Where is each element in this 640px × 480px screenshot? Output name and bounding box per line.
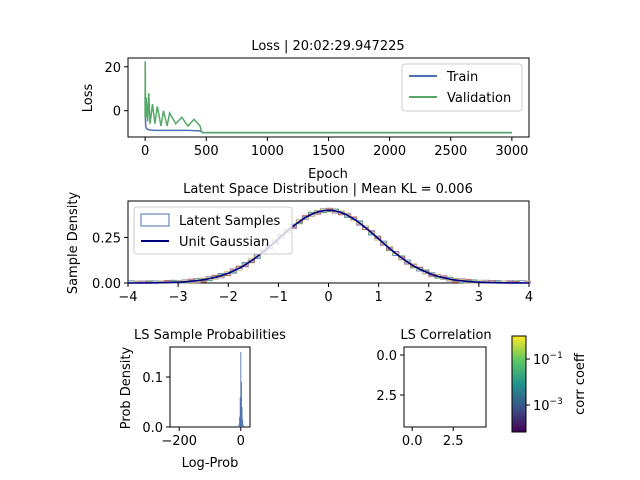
latent-legend-gauss-label: Unit Gaussian [179,235,269,250]
corr-colorbar-label: corr coeff [573,352,588,415]
loss-x-ticks: 0 500 1000 1500 2000 2500 3000 [141,137,528,159]
latent-y-tick-label-1: 0.25 [92,231,121,246]
corr-colorbar-tick-label-2: 10−3 [533,397,563,414]
lsprob-x-ticks: −200 0 [161,427,245,449]
lsprob-bar [242,425,244,427]
corr-x-tick-label-1: 2.5 [443,434,464,449]
latent-x-tick-label-3: −1 [269,290,288,305]
corr-colorbar: 10−1 10−3 corr coeff [511,335,588,433]
lsprob-bar [240,352,242,427]
loss-y-tick-label-0: 0 [113,105,121,120]
lsprob-x-tick-label-1: 0 [237,434,245,449]
loss-x-tick-label-0: 0 [141,144,149,159]
corr-x-tick-label-0: 0.0 [402,434,423,449]
corr-x-ticks: 0.0 2.5 [402,427,464,449]
loss-y-label: Loss [81,84,96,113]
latent-x-tick-label-6: 2 [425,290,433,305]
latent-legend-box [133,206,293,255]
latent-legend-samples-label: Latent Samples [179,214,281,229]
latent-y-ticks: 0.00 0.25 [92,231,128,292]
latent-gaussian-curve [128,209,529,284]
unit-gaussian-line [128,209,529,284]
lsprob-bar [239,417,241,427]
corr-colorbar-gradient [511,335,527,433]
lsprob-bar [239,397,241,427]
lsprob-y-label: Prob Density [119,346,134,429]
latent-x-ticks: −4 −3 −2 −1 0 1 2 3 4 [118,283,533,305]
loss-x-tick-label-2: 1000 [251,144,284,159]
lsprob-bar [241,407,243,427]
latent-x-tick-label-0: −4 [118,290,137,305]
loss-panel: Loss | 20:02:29.947225 0 500 1000 1500 2000 2… [81,39,530,182]
latent-x-tick-label-4: 0 [324,290,332,305]
latent-x-tick-label-8: 4 [525,290,533,305]
loss-legend-train-label: Train [446,70,478,85]
corr-panel: LS Correlation 0.0 2.5 0.0 2.5 10−1 10−3 c… [376,328,588,449]
latent-legend-samples-swatch [140,213,170,227]
latent-y-tick-label-0: 0.00 [92,277,121,292]
latent-x-tick-label-5: 1 [374,290,382,305]
corr-y-ticks: 0.0 2.5 [376,349,404,404]
loss-line-validation [144,61,512,134]
latent-panel: Latent Space Distribution | Mean KL = 0.… [66,182,533,305]
lsprob-x-tick-label-0: −200 [161,434,197,449]
loss-legend: Train Validation [401,63,523,112]
loss-legend-val-label: Validation [447,91,511,106]
lsprob-y-tick-label-0: 0.0 [142,421,163,436]
loss-y-ticks: 0 20 [104,61,128,120]
loss-x-tick-label-1: 500 [194,144,219,159]
lsprob-bars [238,352,244,427]
corr-axes-frame [403,346,487,428]
loss-x-tick-label-3: 1500 [312,144,345,159]
latent-x-tick-label-7: 3 [475,290,483,305]
lsprob-title: LS Sample Probabilities [134,328,286,343]
lsprob-axes-frame [169,346,251,428]
corr-title: LS Correlation [400,328,491,343]
lsprob-panel: LS Sample Probabilities −200 0 0.0 0.1 Log… [119,328,286,471]
latent-x-tick-label-2: −2 [219,290,238,305]
loss-x-tick-label-6: 3000 [495,144,528,159]
latent-y-label: Sample Density [66,192,81,295]
lsprob-y-ticks: 0.0 0.1 [142,371,170,436]
corr-colorbar-tick-label-1: 10−1 [533,351,563,368]
loss-title: Loss | 20:02:29.947225 [251,39,404,54]
corr-y-tick-label-1: 2.5 [376,389,397,404]
lsprob-x-label: Log-Prob [182,456,239,471]
loss-x-tick-label-4: 2000 [373,144,406,159]
latent-title: Latent Space Distribution | Mean KL = 0.… [183,182,473,197]
latent-x-tick-label-1: −3 [169,290,188,305]
loss-y-tick-label-1: 20 [104,61,121,76]
loss-lines [144,61,512,134]
lsprob-bar [242,419,244,427]
loss-x-tick-label-5: 2500 [434,144,467,159]
latent-legend: Latent Samples Unit Gaussian [133,206,293,255]
lsprob-bar [240,382,242,427]
lsprob-bar [238,424,240,427]
corr-y-tick-label-0: 0.0 [376,349,397,364]
loss-x-label: Epoch [308,167,348,182]
lsprob-y-tick-label-1: 0.1 [142,371,163,386]
